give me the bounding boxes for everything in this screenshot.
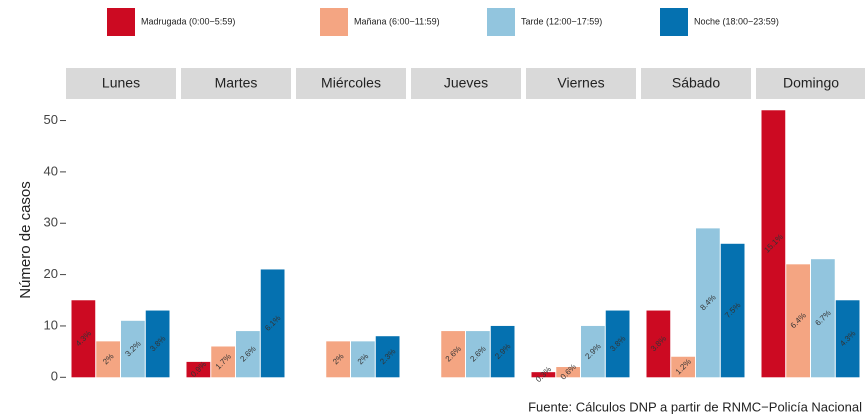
facet-strip: [641, 68, 751, 99]
caption: Fuente: Cálculos DNP a partir de RNMC−Po…: [528, 399, 862, 414]
bar: [556, 367, 580, 378]
bar: [351, 341, 375, 378]
bar: [466, 331, 490, 378]
y-axis-label: Número de casos: [17, 181, 34, 299]
legend-key: [320, 8, 348, 36]
bar: [696, 228, 720, 378]
facet-label: Domingo: [783, 75, 839, 91]
bar: [260, 269, 285, 378]
facet-strip: [526, 68, 636, 99]
bar: [326, 341, 350, 378]
facet-label: Sábado: [672, 75, 720, 91]
bar: [236, 331, 260, 378]
facet-label: Martes: [215, 75, 258, 91]
facet-label: Jueves: [444, 75, 488, 91]
bar: [646, 310, 671, 378]
bar: [811, 259, 835, 378]
legend-label: Mañana (6:00−11:59): [354, 16, 440, 26]
facet-strip: [411, 68, 521, 99]
bar: [786, 264, 810, 378]
legend-label: Madrugada (0:00−5:59): [141, 16, 235, 26]
facet-strip: [756, 68, 865, 99]
legend-key: [487, 8, 515, 36]
y-tick-label: 10: [44, 317, 58, 332]
bar: [211, 346, 235, 378]
legend-key: [660, 8, 688, 36]
facet-label: Lunes: [102, 75, 140, 91]
facet-strip: [181, 68, 291, 99]
facet-label: Miércoles: [321, 75, 381, 91]
legend-label: Tarde (12:00−17:59): [521, 16, 602, 26]
legend-label: Noche (18:00−23:59): [694, 16, 779, 26]
y-tick-label: 0: [51, 369, 58, 384]
bar: [441, 331, 465, 378]
bar: [71, 300, 96, 378]
bar: [96, 341, 120, 378]
bar: [121, 320, 145, 378]
bar: [375, 336, 400, 378]
bar: [531, 372, 556, 378]
bar: [671, 356, 695, 378]
bar: [720, 243, 745, 378]
y-tick-label: 30: [44, 215, 58, 230]
facet-strip: [66, 68, 176, 99]
bar: [145, 310, 170, 378]
y-tick-label: 20: [44, 266, 58, 281]
facet-strip: [296, 68, 406, 99]
bar: [490, 325, 515, 378]
legend-key: [107, 8, 135, 36]
bar: [761, 110, 786, 378]
bar: [605, 310, 630, 378]
facet-label: Viernes: [557, 75, 604, 91]
y-tick-label: 50: [44, 112, 58, 127]
bar: [186, 361, 211, 378]
y-tick-label: 40: [44, 163, 58, 178]
bar: [581, 325, 605, 378]
bar: [835, 300, 860, 378]
